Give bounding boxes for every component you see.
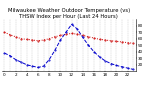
Title: Milwaukee Weather Outdoor Temperature (vs) THSW Index per Hour (Last 24 Hours): Milwaukee Weather Outdoor Temperature (v… [8, 8, 130, 19]
